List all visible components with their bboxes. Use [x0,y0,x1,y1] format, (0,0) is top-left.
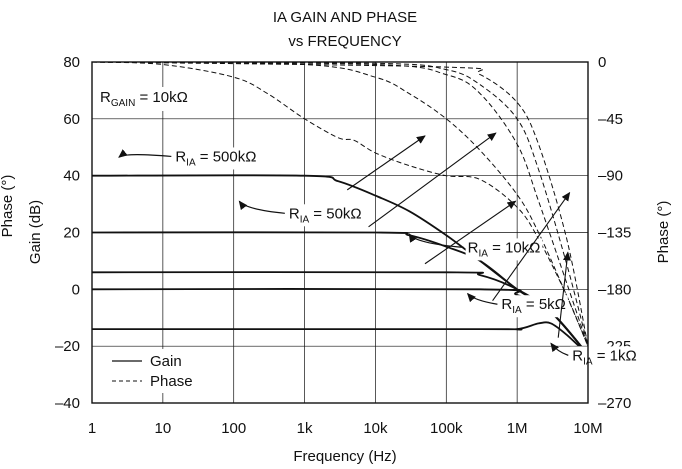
label-hook-arrow [118,149,172,158]
chart-subtitle: vs FREQUENCY [288,33,401,50]
curve-label-rest: = 50kΩ [309,205,362,222]
label-background [173,147,259,170]
label-hook-arrow [466,292,498,305]
phase-curve [91,61,589,347]
curve-label-main: R [501,296,512,313]
svg-text:RGAIN = 10kΩ: RGAIN = 10kΩ [100,89,188,109]
curve-label: RIA = 500kΩ [175,148,256,168]
legend: Gain Phase [106,349,202,393]
curve-label-rest: = 500kΩ [196,148,257,165]
left-y-tick-label: 20 [63,225,80,242]
gain-curve [91,321,589,356]
left-y-tick-label: 40 [63,168,80,185]
x-tick-label: 10M [573,420,602,437]
left-y-axis-label-clipped: Phase (°) [0,175,16,238]
x-axis-label: Frequency (Hz) [293,448,396,465]
label-background [465,238,543,261]
label-phase-arrow [557,251,571,338]
legend-phase-label: Phase [150,373,193,390]
label-background [286,204,364,227]
left-y-tick-label: 60 [63,111,80,128]
left-y-tick-label: –20 [55,338,80,355]
curve-label-sub: IA [478,248,488,259]
curve-label-rest: = 5kΩ [522,296,566,313]
x-tick-label: 1k [297,420,313,437]
curve-label-sub: IA [512,305,522,316]
x-tick-label: 100k [430,420,463,437]
x-tick-label: 10 [155,420,172,437]
right-y-tick-label: –270 [598,395,631,412]
right-y-tick-label: –45 [598,111,623,128]
x-tick-label: 1M [507,420,528,437]
curve-label-sub: IA [186,157,196,168]
label-phase-arrow [346,135,426,191]
curve-label-sub: IA [300,214,310,225]
plot-frame [91,61,589,404]
annotation-sub: GAIN [111,98,135,109]
right-y-tick-label: 0 [598,54,606,71]
left-y-tick-label: 0 [72,281,80,298]
right-y-tick-label: –90 [598,168,623,185]
phase-curve [91,61,589,347]
right-y-tick-label: –180 [598,281,631,298]
curve-label-main: R [572,347,583,364]
annotation-rest: = 10kΩ [135,89,188,106]
label-phase-arrow [492,191,571,302]
curve-label-main: R [468,239,479,256]
left-y-axis-label: Gain (dB) [27,200,44,264]
curve-label-main: R [289,205,300,222]
label-phase-arrow [424,200,517,265]
label-background [499,295,568,318]
curve-label: RIA = 5kΩ [501,296,565,316]
x-tick-label: 1 [88,420,96,437]
rgain-annotation: RGAIN = 10kΩ [97,87,191,111]
annotation-main: R [100,89,111,106]
phase-curve [91,61,589,347]
label-hook-arrow [550,342,569,356]
label-hook-arrow [408,233,464,248]
left-y-tick-labels: 80 60 40 20 0 –20 –40 [55,54,80,412]
chart-title: IA GAIN AND PHASE [273,9,417,26]
label-hook-arrow [238,200,285,214]
left-y-tick-label: 80 [63,54,80,71]
curve-label-rest: = 1kΩ [593,347,637,364]
left-y-tick-label: –40 [55,395,80,412]
right-y-tick-label: –135 [598,225,631,242]
x-tick-label: 100 [221,420,246,437]
x-tick-label: 10k [363,420,388,437]
label-phase-arrow [368,132,497,228]
curve-label-rest: = 10kΩ [488,239,541,256]
right-y-axis-label: Phase (°) [655,201,672,264]
x-tick-labels: 1 10 100 1k 10k 100k 1M 10M [88,420,603,437]
curve-label-main: R [175,148,186,165]
legend-gain-label: Gain [150,353,182,370]
curve-label: RIA = 50kΩ [289,205,362,225]
